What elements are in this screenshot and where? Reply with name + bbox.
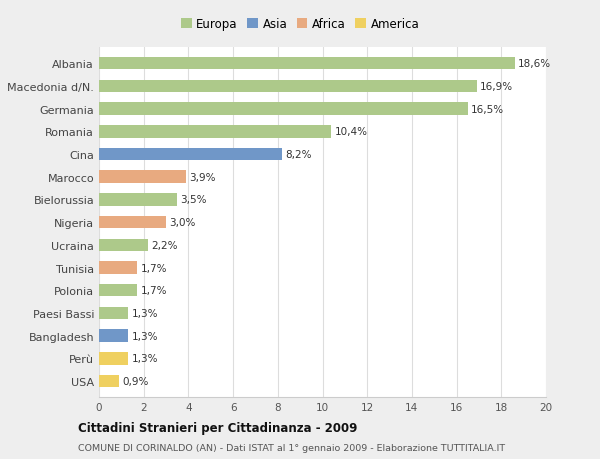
Bar [99,80,477,93]
Bar [99,194,177,206]
Bar [99,262,137,274]
Text: 16,9%: 16,9% [480,82,513,92]
Bar [99,330,128,342]
Bar [99,353,128,365]
Text: COMUNE DI CORINALDO (AN) - Dati ISTAT al 1° gennaio 2009 - Elaborazione TUTTITAL: COMUNE DI CORINALDO (AN) - Dati ISTAT al… [78,443,505,452]
Text: 1,3%: 1,3% [131,353,158,364]
Text: 1,7%: 1,7% [140,285,167,296]
Bar [99,307,128,319]
Text: 3,0%: 3,0% [169,218,196,228]
Legend: Europa, Asia, Africa, America: Europa, Asia, Africa, America [179,16,422,34]
Text: 10,4%: 10,4% [335,127,368,137]
Text: 18,6%: 18,6% [518,59,551,69]
Text: 0,9%: 0,9% [122,376,149,386]
Bar [99,58,515,70]
Bar [99,375,119,387]
Text: 1,3%: 1,3% [131,308,158,318]
Text: 3,5%: 3,5% [181,195,207,205]
Bar [99,284,137,297]
Text: 8,2%: 8,2% [286,150,312,160]
Bar [99,103,468,116]
Text: 1,3%: 1,3% [131,331,158,341]
Text: 2,2%: 2,2% [152,240,178,250]
Text: 16,5%: 16,5% [471,104,504,114]
Bar [99,171,186,184]
Text: 1,7%: 1,7% [140,263,167,273]
Bar [99,126,331,138]
Text: 3,9%: 3,9% [190,172,216,182]
Text: Cittadini Stranieri per Cittadinanza - 2009: Cittadini Stranieri per Cittadinanza - 2… [78,421,358,434]
Bar [99,148,282,161]
Bar [99,216,166,229]
Bar [99,239,148,252]
